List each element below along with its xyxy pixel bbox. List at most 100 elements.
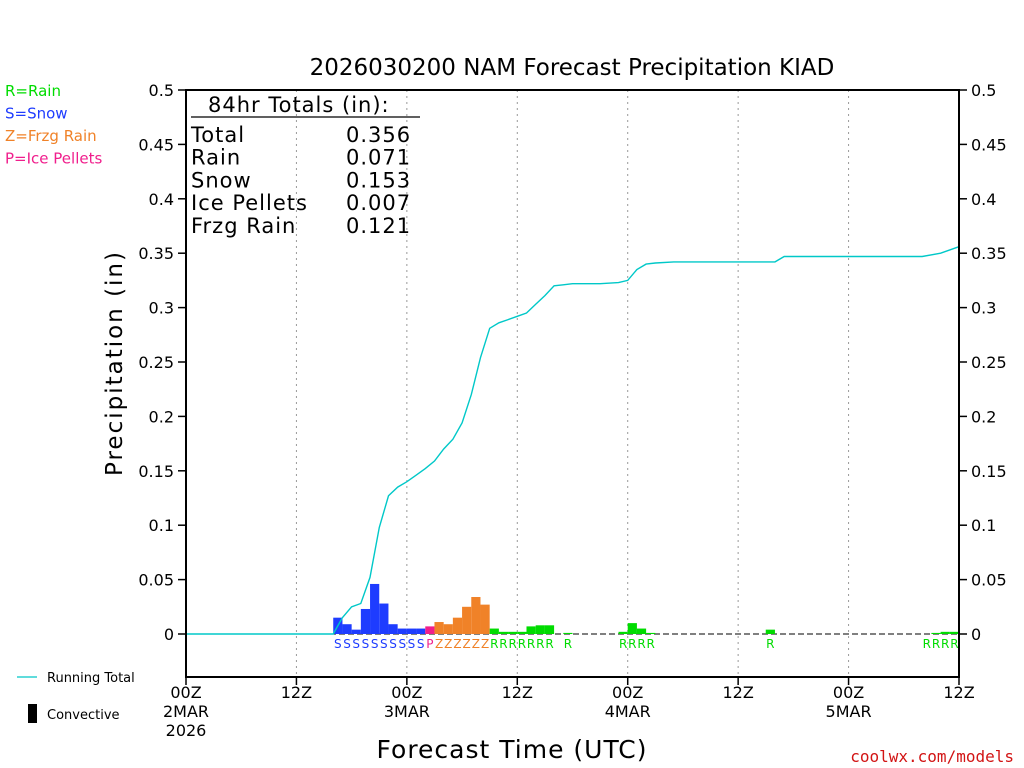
precip-bars: [333, 583, 959, 634]
type-letter: R: [932, 637, 940, 651]
precip-bar: [471, 597, 481, 634]
totals-row-label: Ice Pellets: [191, 191, 308, 215]
type-letter: S: [371, 637, 379, 651]
totals-box: 84hr Totals (in): Total 0.356 Rain 0.071 Sno…: [190, 93, 420, 238]
precip-bar: [646, 632, 656, 634]
plot-frame: [185, 89, 960, 678]
type-letter: S: [343, 637, 351, 651]
y-tick-label-right: 0.45: [971, 135, 1007, 154]
precip-bar: [765, 629, 775, 634]
type-letter: R: [923, 637, 931, 651]
type-letter: R: [628, 637, 636, 651]
precip-bar: [360, 608, 371, 634]
y-tick-label-right: 0.5: [971, 81, 996, 100]
y-tick-label-left: 0.15: [138, 462, 174, 481]
y-tick-label-left: 0.1: [149, 516, 174, 535]
type-letter: Z: [435, 637, 443, 651]
type-legend-item: S=Snow: [5, 105, 68, 123]
y-tick-label-right: 0.4: [971, 190, 996, 209]
y-axis-label: Precipitation (in): [102, 250, 128, 476]
y-tick-label-left: 0.4: [149, 190, 174, 209]
x-tick-label: 00Z: [833, 683, 864, 702]
type-letter: Z: [472, 637, 480, 651]
type-letter: Z: [463, 637, 471, 651]
credit-link[interactable]: coolwx.com/models: [850, 747, 1014, 766]
type-letter: R: [564, 637, 572, 651]
type-letter: R: [490, 637, 498, 651]
x-tick-label: 12Z: [502, 683, 533, 702]
y-tick-label-left: 0: [164, 625, 174, 644]
type-letter: R: [518, 637, 526, 651]
running-total-group: [186, 246, 960, 635]
y-axis-ticks: 0 0 0.05 0.05 0.1 0.1 0.15 0.15 0.2 0.2 0.25 0.25 0.…: [138, 81, 1006, 644]
type-letter: S: [362, 637, 370, 651]
y-tick-label-left: 0.25: [138, 353, 174, 372]
y-tick-label-left: 0.5: [149, 81, 174, 100]
type-letter: R: [536, 637, 544, 651]
x-tick-label: 2MAR: [163, 702, 209, 721]
totals-row-label: Total: [190, 123, 245, 147]
x-tick-label: 12Z: [943, 683, 974, 702]
y-tick-label-right: 0.05: [971, 571, 1007, 590]
running-total-line: [186, 246, 960, 635]
running-total-legend-label: Running Total: [47, 671, 135, 686]
totals-row-value: 0.071: [346, 146, 411, 170]
x-tick-label: 00Z: [391, 683, 422, 702]
type-letter: S: [334, 637, 342, 651]
type-letter: R: [509, 637, 517, 651]
type-letter: S: [380, 637, 388, 651]
type-letter: Z: [444, 637, 452, 651]
type-letter: Z: [453, 637, 461, 651]
grid-lines: [295, 90, 850, 677]
y-tick-label-right: 0.35: [971, 244, 1007, 263]
precip-bar: [636, 628, 647, 634]
precip-bar: [452, 617, 463, 634]
convective-legend-label: Convective: [47, 708, 120, 723]
type-legend-item: Z=Frzg Rain: [5, 127, 97, 145]
x-axis-label: Forecast Time (UTC): [377, 735, 648, 764]
y-tick-label-right: 0.25: [971, 353, 1007, 372]
precip-bar: [498, 631, 509, 634]
type-letter: S: [417, 637, 425, 651]
type-letter: R: [527, 637, 535, 651]
type-legend-item: P=Ice Pellets: [5, 150, 102, 168]
bottom-legend: Running Total Convective: [17, 671, 135, 723]
totals-row-label: Frzg Rain: [191, 214, 296, 238]
type-letter: R: [950, 637, 958, 651]
precip-bar: [940, 631, 950, 634]
precip-bar: [397, 628, 407, 634]
x-tick-label: 5MAR: [826, 702, 872, 721]
precip-bar: [416, 628, 426, 634]
precip-bar: [434, 622, 444, 634]
x-tick-label: 4MAR: [605, 702, 651, 721]
type-letter: R: [499, 637, 507, 651]
type-letter: S: [408, 637, 416, 651]
precip-bar: [627, 623, 637, 634]
precip-bar: [563, 632, 573, 634]
type-letter: S: [398, 637, 406, 651]
y-tick-label-left: 0.35: [138, 244, 174, 263]
precip-bar: [379, 603, 389, 634]
type-letter: R: [637, 637, 645, 651]
totals-row-value: 0.121: [346, 214, 411, 238]
type-legend-item: R=Rain: [5, 82, 61, 100]
precip-bar: [517, 631, 527, 634]
type-legend: R=Rain S=Snow Z=Frzg Rain P=Ice Pellets: [5, 82, 102, 168]
y-tick-label-left: 0.45: [138, 135, 174, 154]
type-letter: P: [426, 637, 433, 651]
type-letter: R: [545, 637, 553, 651]
type-letter: S: [352, 637, 360, 651]
type-letter: R: [941, 637, 949, 651]
x-tick-label: 00Z: [612, 683, 643, 702]
y-tick-label-right: 0.15: [971, 462, 1007, 481]
precip-bar: [508, 631, 518, 634]
precip-bar: [443, 624, 453, 634]
y-tick-label-left: 0.2: [149, 407, 174, 426]
x-tick-label: 00Z: [170, 683, 201, 702]
totals-row-value: 0.153: [346, 168, 411, 192]
precip-bar: [480, 604, 490, 634]
precip-bar: [351, 629, 361, 634]
precip-bar: [618, 631, 628, 634]
